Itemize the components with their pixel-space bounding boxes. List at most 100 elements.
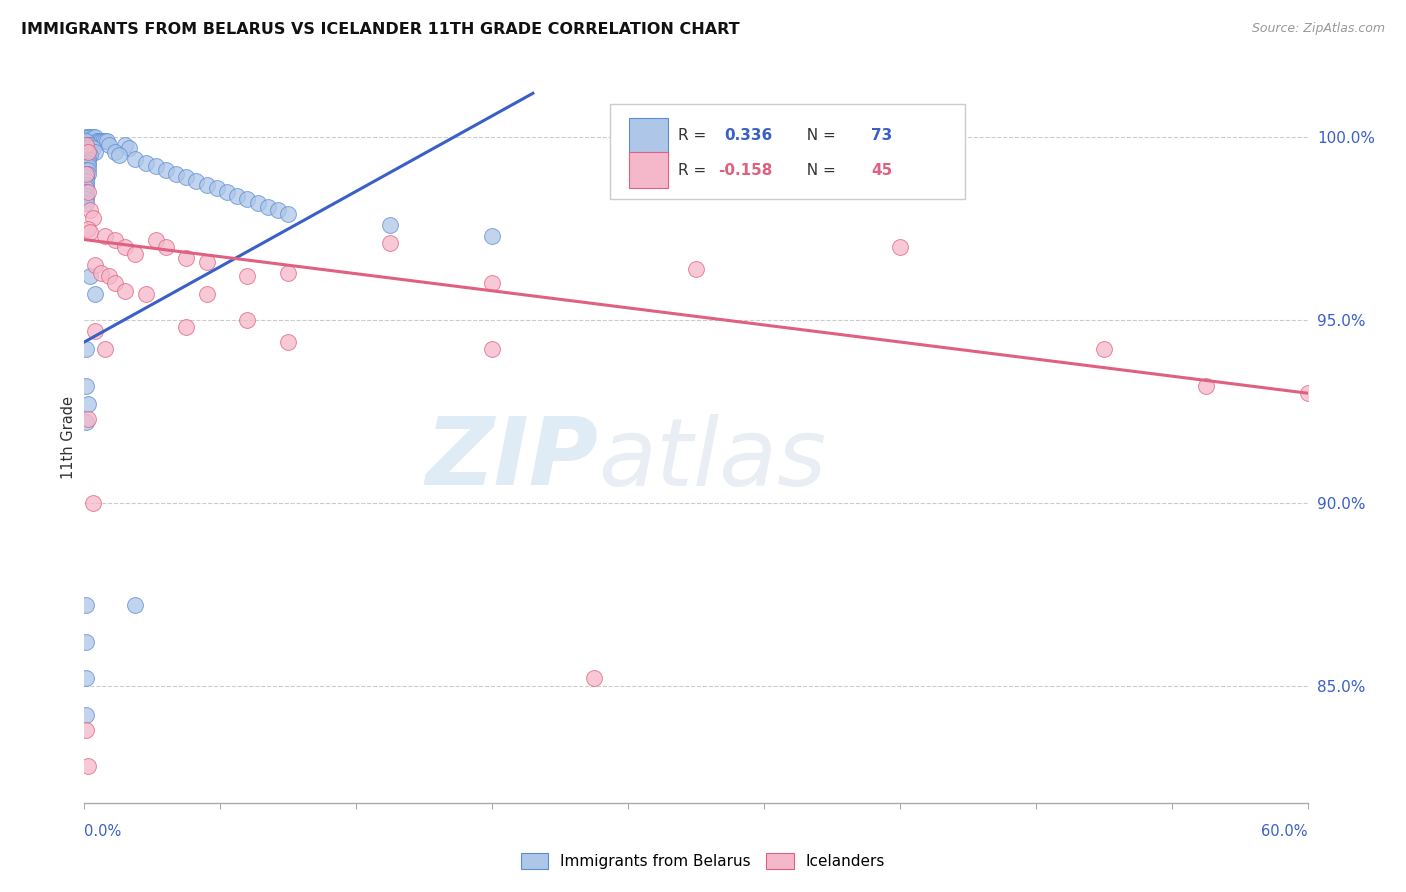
- Point: [75, 188, 97, 202]
- Point: [93, 229, 117, 244]
- Point: [75, 155, 97, 169]
- Point: [93, 343, 117, 357]
- Point: [104, 145, 127, 159]
- Point: [685, 261, 707, 276]
- Text: ZIP: ZIP: [425, 413, 598, 505]
- Point: [83, 287, 105, 301]
- Text: 0.336: 0.336: [724, 128, 772, 144]
- Point: [75, 163, 97, 178]
- Point: [75, 170, 97, 185]
- Point: [79, 148, 101, 162]
- Point: [104, 233, 127, 247]
- Point: [176, 170, 198, 185]
- Point: [205, 181, 228, 195]
- Point: [87, 134, 110, 148]
- Point: [75, 167, 97, 181]
- Point: [77, 411, 100, 425]
- Point: [145, 160, 167, 174]
- Point: [481, 277, 503, 291]
- Point: [267, 203, 290, 218]
- Point: [380, 218, 402, 232]
- Text: N =: N =: [797, 128, 841, 144]
- Point: [79, 203, 101, 218]
- Point: [155, 240, 177, 254]
- Point: [889, 240, 911, 254]
- Point: [77, 185, 100, 199]
- Point: [75, 185, 97, 199]
- Point: [226, 188, 249, 202]
- Point: [1195, 379, 1218, 393]
- Point: [77, 163, 100, 178]
- Point: [75, 635, 97, 649]
- Point: [114, 137, 136, 152]
- Point: [75, 672, 97, 686]
- Point: [75, 145, 97, 159]
- Text: 0.0%: 0.0%: [84, 823, 121, 838]
- Point: [77, 397, 100, 411]
- Point: [246, 196, 269, 211]
- Point: [118, 141, 141, 155]
- Point: [145, 233, 167, 247]
- Point: [481, 343, 503, 357]
- Point: [77, 167, 100, 181]
- Point: [97, 137, 120, 152]
- Point: [79, 137, 101, 152]
- Point: [83, 324, 105, 338]
- Point: [124, 152, 146, 166]
- Point: [75, 343, 97, 357]
- Point: [86, 134, 108, 148]
- Text: 60.0%: 60.0%: [1261, 823, 1308, 838]
- Point: [83, 130, 105, 145]
- Point: [114, 240, 136, 254]
- Point: [75, 178, 97, 192]
- Point: [75, 130, 97, 145]
- Point: [77, 155, 100, 169]
- Point: [176, 251, 198, 265]
- Point: [195, 178, 218, 192]
- Point: [75, 134, 97, 148]
- Point: [91, 134, 114, 148]
- Legend: Immigrants from Belarus, Icelanders: Immigrants from Belarus, Icelanders: [515, 847, 891, 875]
- Point: [176, 320, 198, 334]
- Text: IMMIGRANTS FROM BELARUS VS ICELANDER 11TH GRADE CORRELATION CHART: IMMIGRANTS FROM BELARUS VS ICELANDER 11T…: [21, 22, 740, 37]
- Point: [155, 163, 177, 178]
- Point: [124, 599, 146, 613]
- Point: [77, 141, 100, 155]
- Point: [79, 269, 101, 284]
- Point: [217, 185, 239, 199]
- Point: [83, 258, 105, 272]
- Point: [75, 193, 97, 207]
- Text: -0.158: -0.158: [718, 162, 772, 178]
- Point: [75, 181, 97, 195]
- Point: [104, 277, 127, 291]
- Point: [75, 167, 97, 181]
- Point: [77, 130, 100, 145]
- Point: [77, 137, 100, 152]
- Point: [75, 196, 97, 211]
- Point: [1296, 386, 1319, 401]
- Point: [481, 229, 503, 244]
- Point: [75, 708, 97, 723]
- Point: [165, 167, 187, 181]
- Point: [77, 759, 100, 773]
- Point: [124, 247, 146, 261]
- Point: [135, 155, 157, 169]
- Point: [583, 672, 606, 686]
- Point: [787, 145, 810, 159]
- Point: [79, 130, 101, 145]
- Point: [77, 148, 100, 162]
- Point: [195, 287, 218, 301]
- Text: atlas: atlas: [598, 414, 827, 505]
- Point: [97, 269, 120, 284]
- Point: [1092, 343, 1115, 357]
- Point: [75, 137, 97, 152]
- Text: Source: ZipAtlas.com: Source: ZipAtlas.com: [1251, 22, 1385, 36]
- Text: 73: 73: [870, 128, 893, 144]
- Point: [82, 496, 104, 510]
- Point: [135, 287, 157, 301]
- Point: [96, 134, 118, 148]
- Point: [90, 134, 112, 148]
- Point: [75, 416, 97, 430]
- Point: [108, 148, 131, 162]
- Point: [75, 599, 97, 613]
